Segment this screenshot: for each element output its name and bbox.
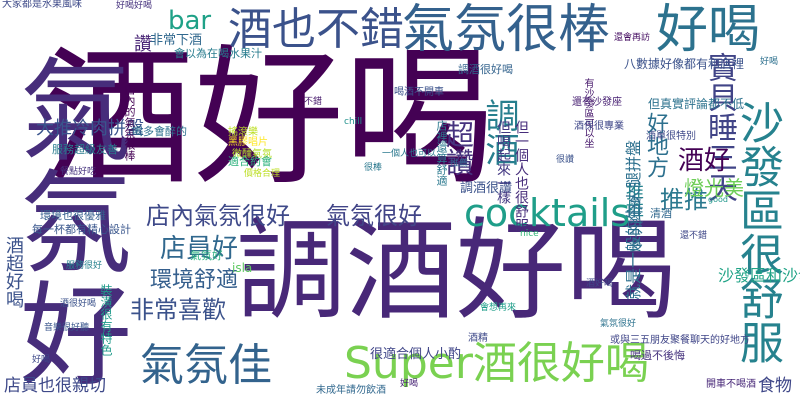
word-49: 黑膠唱片 xyxy=(228,137,268,148)
word-50: 微醺氣氛 xyxy=(232,149,272,160)
word-39: 氣氛好 xyxy=(190,249,223,262)
word-65: chill xyxy=(344,117,363,127)
word-86: 還不錯 xyxy=(680,231,708,241)
word-11: 調酒 xyxy=(479,98,519,166)
word-41: 調酒很好喝 xyxy=(458,63,513,76)
word-10: cocktails xyxy=(464,191,631,235)
word-42: 服務超級友善 xyxy=(52,143,118,156)
word-69: 酒精 xyxy=(468,333,488,344)
word-81: 推薦 xyxy=(450,159,469,169)
word-51: 店內的氣氛很棒 xyxy=(123,84,136,161)
word-77: 服務很好 xyxy=(66,261,103,271)
word-52: 會以為在喝水果汁 xyxy=(174,47,262,60)
word-62: 未成年請勿飲酒 xyxy=(316,385,386,396)
word-66: good xyxy=(708,195,728,204)
word-88: 很讚 xyxy=(556,155,575,165)
word-83: 好喝 xyxy=(760,57,779,67)
word-38: 清酒 xyxy=(650,207,672,220)
word-54: 但真實評論都不低 xyxy=(648,97,745,111)
word-67: isla xyxy=(232,261,253,275)
word-21: 燈光美 xyxy=(684,176,744,200)
word-58: 還有沙發座 xyxy=(572,97,622,108)
word-32: 很適合個人小酌 xyxy=(370,347,462,362)
word-23: 非常喜歡 xyxy=(130,296,226,324)
word-71: 還會再訪 xyxy=(614,33,651,43)
word-46: 但喝起來一樣 xyxy=(495,120,511,204)
word-37: 氣氛不多 xyxy=(627,196,643,252)
word-26: 酒超好喝 xyxy=(3,236,24,308)
word-35: 大家都是水果風味 xyxy=(2,0,82,10)
word-74: 會想再來 xyxy=(480,303,517,313)
word-53: 八數據好像都有和店裡 xyxy=(624,57,745,71)
word-9: 氣氛佳 xyxy=(140,340,272,391)
word-22: 環境舒適 xyxy=(150,268,239,293)
word-19: 推推 xyxy=(660,186,708,214)
word-8: Super酒很好喝 xyxy=(344,338,649,389)
word-80: 氣氛很好 xyxy=(600,319,637,329)
word-64: 喝酒不開車 xyxy=(394,87,444,98)
word-17: 超讚 xyxy=(442,120,475,176)
word-70: 一個人也可以 xyxy=(382,149,437,159)
word-7: 沙發區很舒服 xyxy=(732,100,783,364)
word-75: 酒很好喝 xyxy=(60,299,97,309)
word-82: 好喝 xyxy=(400,379,419,389)
word-79: 酒好喝 xyxy=(586,279,614,289)
word-18: 酒好 xyxy=(678,146,731,176)
word-56: 適合約會 xyxy=(228,155,272,168)
word-40: 調酒很讚 xyxy=(460,181,513,196)
word-15: 店員好 xyxy=(160,234,239,264)
word-31: 大推冷肉拼盤 xyxy=(36,118,144,139)
word-34: 非常下酒 xyxy=(150,33,203,48)
word-25: 食物 xyxy=(758,376,792,396)
word-84: 好喝 xyxy=(32,355,51,365)
word-61: 或與三五朋友聚餐聊天的好地方 xyxy=(610,335,750,346)
word-36: 喝過不後悔 xyxy=(630,349,685,362)
word-68: nice xyxy=(520,229,539,239)
word-72: 好喝好喝 xyxy=(116,1,153,11)
word-87: 很棒 xyxy=(364,163,383,173)
word-27: 推推 xyxy=(623,182,644,218)
word-63: 開車不喝酒 xyxy=(706,379,756,390)
word-29: 店裡還算舒適 xyxy=(435,120,448,186)
word-4: 氣氛很棒 xyxy=(402,0,611,60)
word-1: 酒好喝 xyxy=(44,32,495,206)
word-33: 讚 xyxy=(134,34,152,55)
word-5: 酒也不錯 xyxy=(228,4,404,55)
word-43: 每一杯都有精心設計 xyxy=(32,223,131,236)
word-24: 店員也很親切 xyxy=(4,376,106,396)
word-16: bar xyxy=(168,6,212,36)
word-2: 調酒好喝 xyxy=(236,207,676,335)
word-55: 有沙發區可以坐 xyxy=(582,78,593,148)
word-6: 好喝 xyxy=(656,0,761,60)
word-3: 氣氛好 xyxy=(1,52,131,388)
word-76: 音樂很好聽 xyxy=(44,323,90,333)
word-57: 酒單很特別 xyxy=(646,131,696,142)
word-44: 環境也很優雅 xyxy=(40,209,106,222)
word-20: 好地方 xyxy=(643,112,668,178)
word-47: 但一個人也很舒服 xyxy=(513,120,529,232)
word-14: 氣氛很好 xyxy=(326,202,422,230)
word-12: 寶貝睡三天 xyxy=(702,52,737,202)
word-73: 價格合理 xyxy=(244,169,281,179)
word-59: 喝多會醉的 xyxy=(132,125,187,138)
word-28: 裝潢很有特色 xyxy=(99,284,113,356)
word-78: 餐點好吃 xyxy=(60,167,97,177)
word-13: 店內氣氛很好 xyxy=(146,202,290,230)
word-48: 搖滾樂 xyxy=(228,127,258,138)
word-85: 不錯 xyxy=(304,97,323,107)
word-60: 酒保很專業 xyxy=(574,121,624,132)
word-45: 沙發區和沙發區 xyxy=(718,266,800,285)
